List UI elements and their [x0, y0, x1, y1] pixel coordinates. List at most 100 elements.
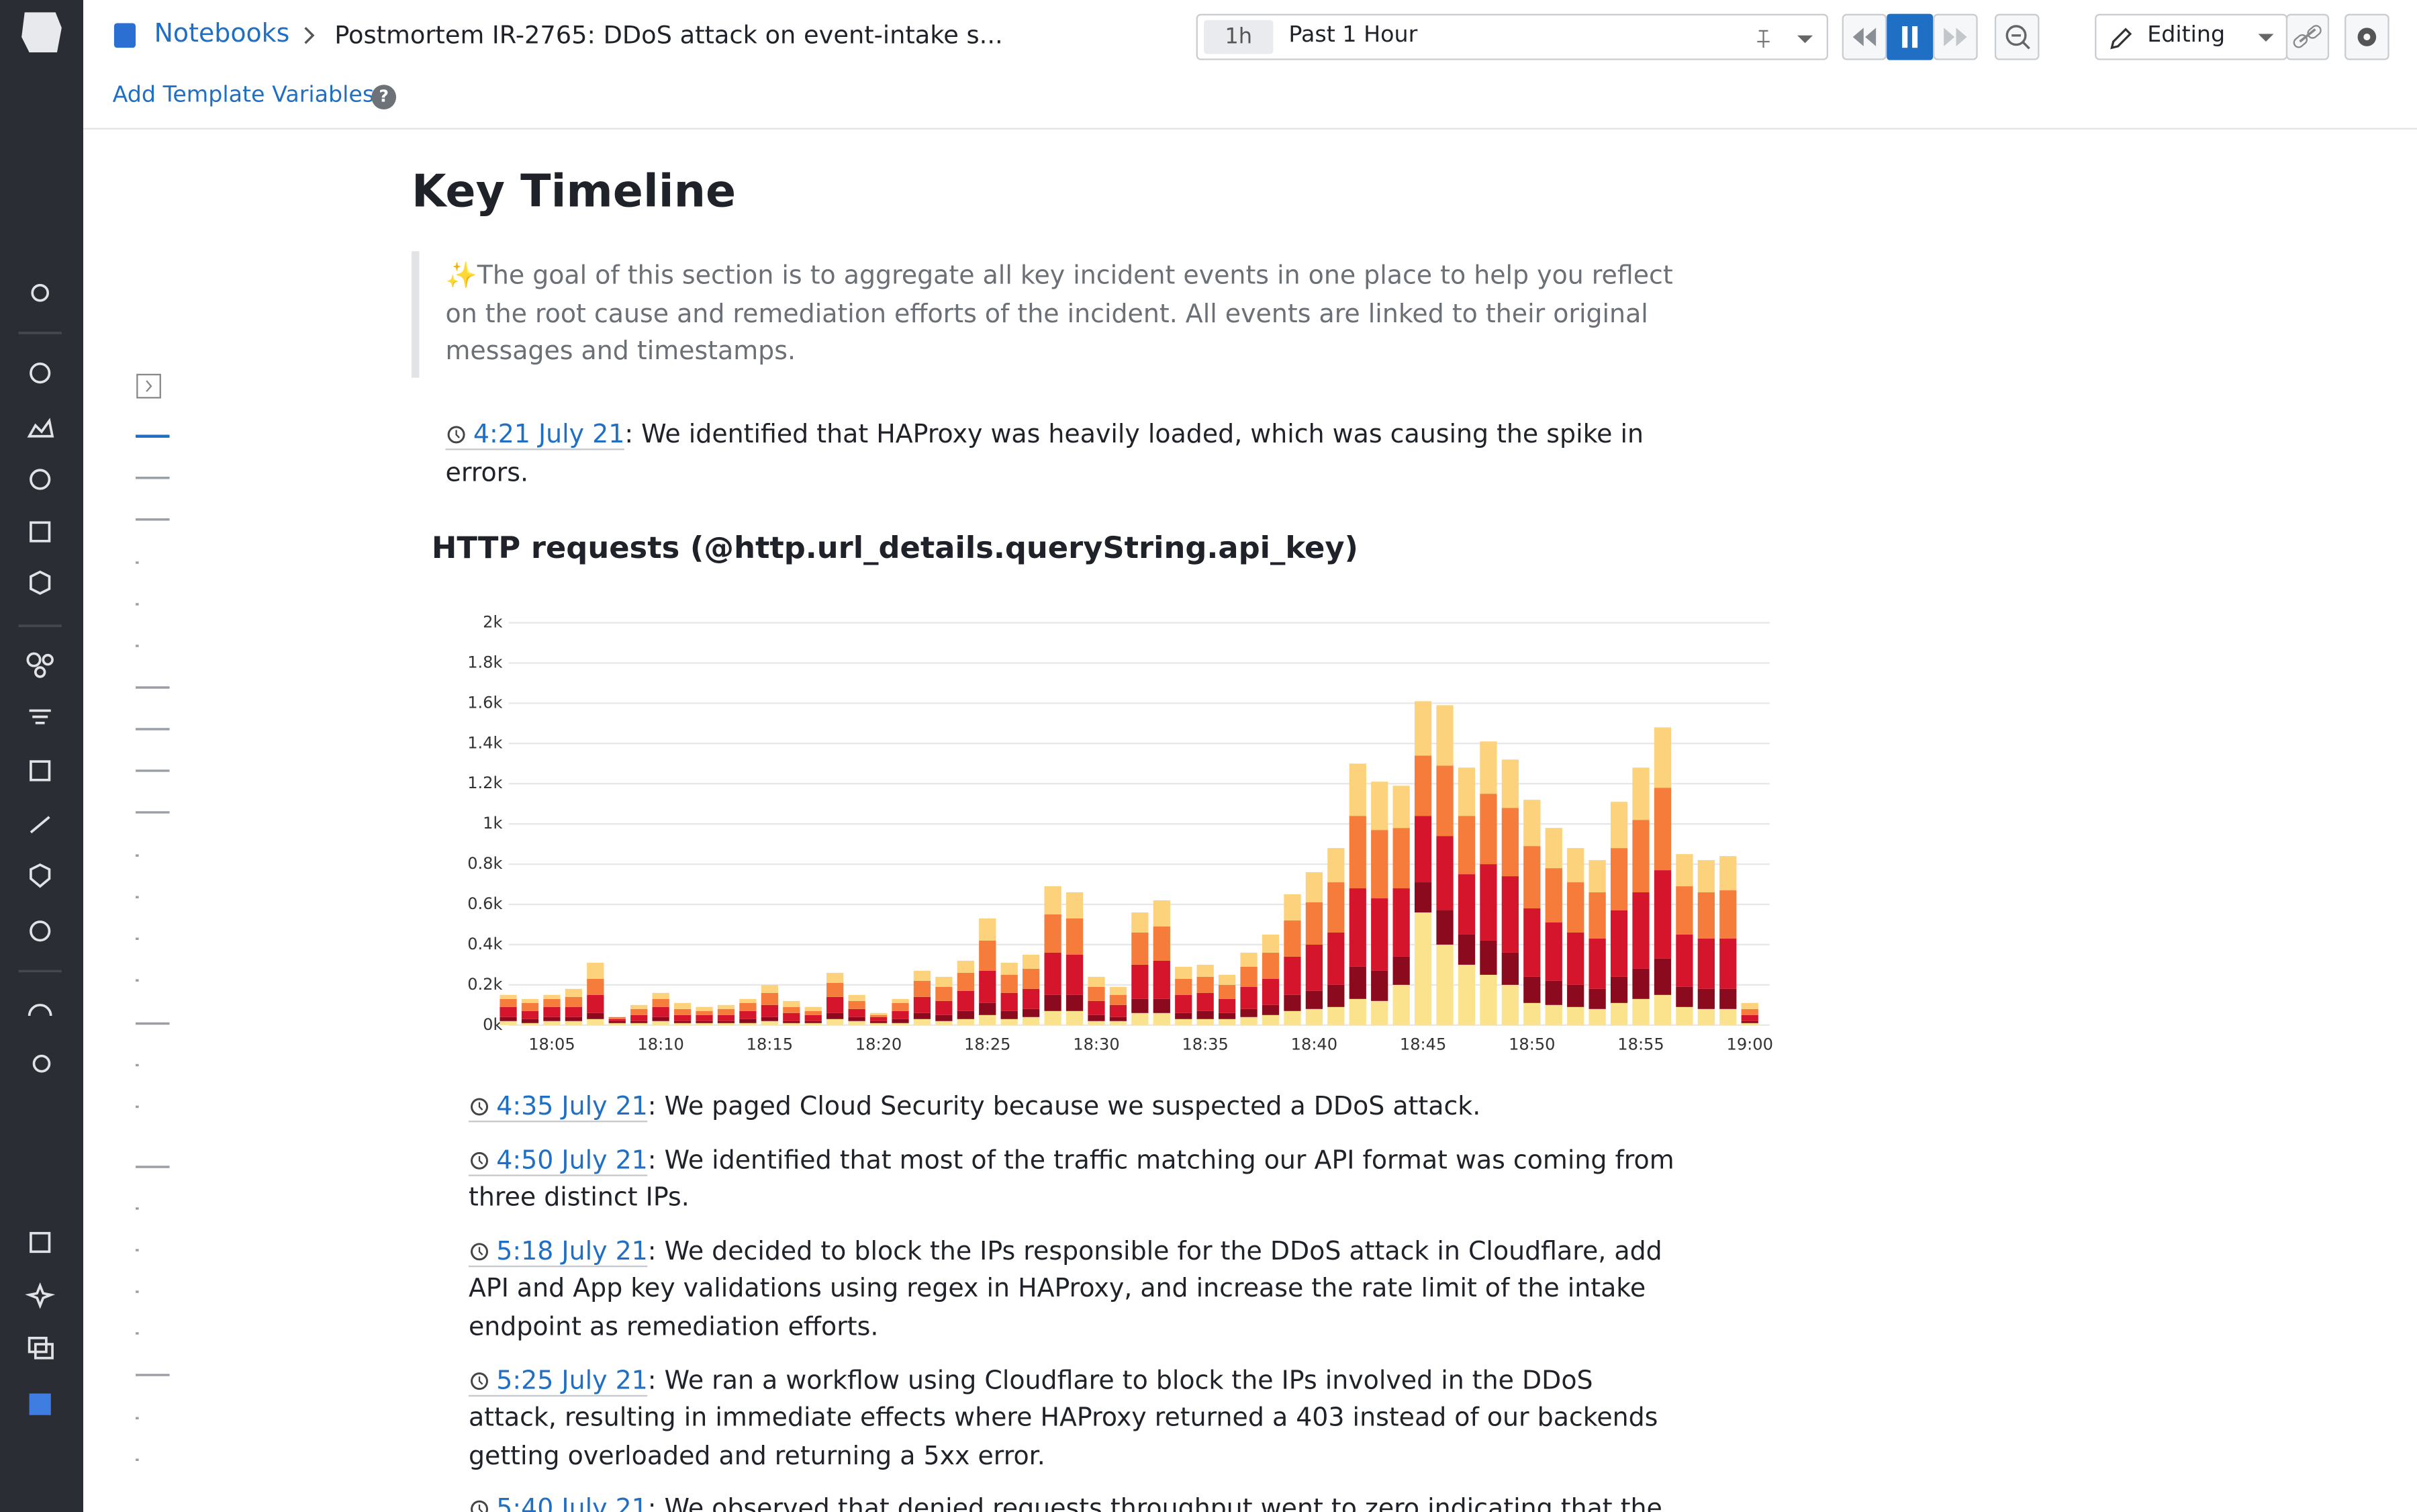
- bar-segment: [1023, 1017, 1040, 1025]
- mode-dropdown[interactable]: Editing: [2095, 13, 2288, 60]
- bar-segment: [1131, 964, 1149, 999]
- bar-segment: [1153, 960, 1170, 999]
- y-tick-label: 0.6k: [467, 894, 502, 913]
- bar-segment: [761, 1021, 778, 1025]
- monitor-icon[interactable]: [30, 469, 51, 490]
- search-icon[interactable]: [31, 283, 50, 302]
- x-tick-label: 18:15: [747, 1035, 793, 1054]
- bar-segment: [652, 1017, 669, 1021]
- bar-segment: [1262, 952, 1280, 979]
- bar-segment: [1218, 1012, 1236, 1019]
- bar-segment: [717, 1014, 735, 1021]
- bar-segment: [1175, 1012, 1192, 1019]
- bar-segment: [696, 1006, 713, 1011]
- entry-link[interactable]: 5:40 July 21: [468, 1494, 648, 1512]
- x-tick-label: 18:30: [1073, 1035, 1119, 1054]
- ci-icon[interactable]: [30, 816, 50, 834]
- bar-segment: [1371, 1000, 1388, 1025]
- time-picker[interactable]: 1h Past 1 Hour: [1196, 13, 1828, 60]
- bar-segment: [1589, 1008, 1606, 1025]
- bar-segment: [804, 1021, 822, 1023]
- synthetics-icon[interactable]: [30, 920, 51, 942]
- bar-segment: [826, 982, 844, 997]
- bar-segment: [957, 990, 974, 1011]
- entry-time: 5:25 July 21: [496, 1365, 648, 1395]
- account-icon[interactable]: [29, 1393, 51, 1415]
- security-icon[interactable]: [30, 863, 51, 888]
- bar-segment: [696, 1010, 713, 1015]
- y-tick-label: 1.8k: [467, 653, 502, 671]
- entry-link[interactable]: 5:18 July 21: [468, 1235, 648, 1267]
- bar-segment: [1305, 1008, 1323, 1025]
- bar-segment: [1741, 1002, 1758, 1009]
- bar-segment: [587, 1019, 604, 1025]
- bar-segment: [1240, 986, 1258, 1009]
- watchdog-icon[interactable]: [30, 521, 51, 542]
- bar-segment: [543, 998, 561, 1007]
- bar-segment: [673, 1008, 692, 1015]
- rewind-button[interactable]: [1842, 13, 1887, 60]
- bar-segment: [1632, 820, 1650, 893]
- bar-segment: [1654, 870, 1672, 959]
- bar-segment: [652, 992, 669, 999]
- bar-segment: [1284, 894, 1301, 920]
- history-icon[interactable]: [30, 363, 51, 384]
- ux-icon[interactable]: [30, 760, 51, 782]
- bar-segment: [673, 1023, 692, 1025]
- bar-segment: [521, 1002, 539, 1011]
- entry-link[interactable]: 4:21 July 21: [445, 419, 625, 451]
- settings-button[interactable]: [2344, 13, 2389, 60]
- bar-segment: [848, 1021, 865, 1025]
- incidents-icon[interactable]: [32, 1054, 51, 1073]
- bar-segment: [1327, 932, 1345, 985]
- outline-toggle[interactable]: [136, 373, 161, 399]
- infra-icon[interactable]: [30, 570, 51, 595]
- bar-segment: [608, 1023, 626, 1025]
- bar-segment: [1392, 786, 1410, 829]
- bar-segment: [1697, 892, 1715, 939]
- integrations-icon[interactable]: [30, 1231, 51, 1254]
- entry-link[interactable]: 4:35 July 21: [468, 1091, 648, 1123]
- bar-segment: [1284, 920, 1301, 957]
- bar-segment: [1305, 990, 1323, 1009]
- bar-segment: [892, 998, 909, 1003]
- forward-button[interactable]: [1933, 13, 1978, 60]
- bar-segment: [1480, 864, 1497, 941]
- bar-segment: [1371, 898, 1388, 971]
- bar-segment: [804, 1006, 822, 1011]
- bar-segment: [1697, 1008, 1715, 1025]
- bar-segment: [739, 1002, 757, 1011]
- zoom-out-button[interactable]: [1994, 13, 2040, 60]
- entry-time: 5:18 July 21: [496, 1235, 648, 1266]
- bar-segment: [500, 1006, 517, 1017]
- bar-segment: [1589, 938, 1606, 989]
- notebook-title[interactable]: Postmortem IR-2765: DDoS attack on event…: [334, 19, 1003, 50]
- help-icon[interactable]: ?: [371, 85, 397, 110]
- slo-icon[interactable]: [28, 1004, 52, 1017]
- bar-segment: [1501, 952, 1519, 985]
- pause-button[interactable]: [1887, 13, 1934, 60]
- bar-segment: [1436, 765, 1454, 837]
- bits-icon[interactable]: [25, 1282, 56, 1309]
- x-tick-label: 18:25: [964, 1035, 1010, 1054]
- breadcrumb-link[interactable]: Notebooks: [154, 18, 290, 48]
- apm-icon[interactable]: [26, 652, 42, 667]
- share-link-button[interactable]: [2285, 13, 2330, 60]
- bar-segment: [1610, 802, 1628, 849]
- dashboard-icon[interactable]: [27, 418, 54, 438]
- entry-link[interactable]: 4:50 July 21: [468, 1144, 648, 1176]
- bar-segment: [1175, 1019, 1192, 1025]
- timeline-entry: 5:25 July 21: We ran a workflow using Cl…: [468, 1362, 1687, 1476]
- bar-segment: [1741, 1021, 1758, 1023]
- bar-segment: [1567, 882, 1584, 933]
- bar-segment: [957, 1019, 974, 1025]
- x-tick-label: 18:40: [1291, 1035, 1337, 1054]
- bar-segment: [1414, 912, 1432, 1025]
- bar-segment: [1088, 1000, 1105, 1015]
- entry-link[interactable]: 5:25 July 21: [468, 1365, 648, 1397]
- add-template-variables[interactable]: Add Template Variables: [112, 83, 375, 108]
- bar-segment: [696, 1023, 713, 1025]
- bar-segment: [1436, 836, 1454, 911]
- logs-icon[interactable]: [29, 709, 51, 724]
- bar-segment: [1349, 998, 1366, 1025]
